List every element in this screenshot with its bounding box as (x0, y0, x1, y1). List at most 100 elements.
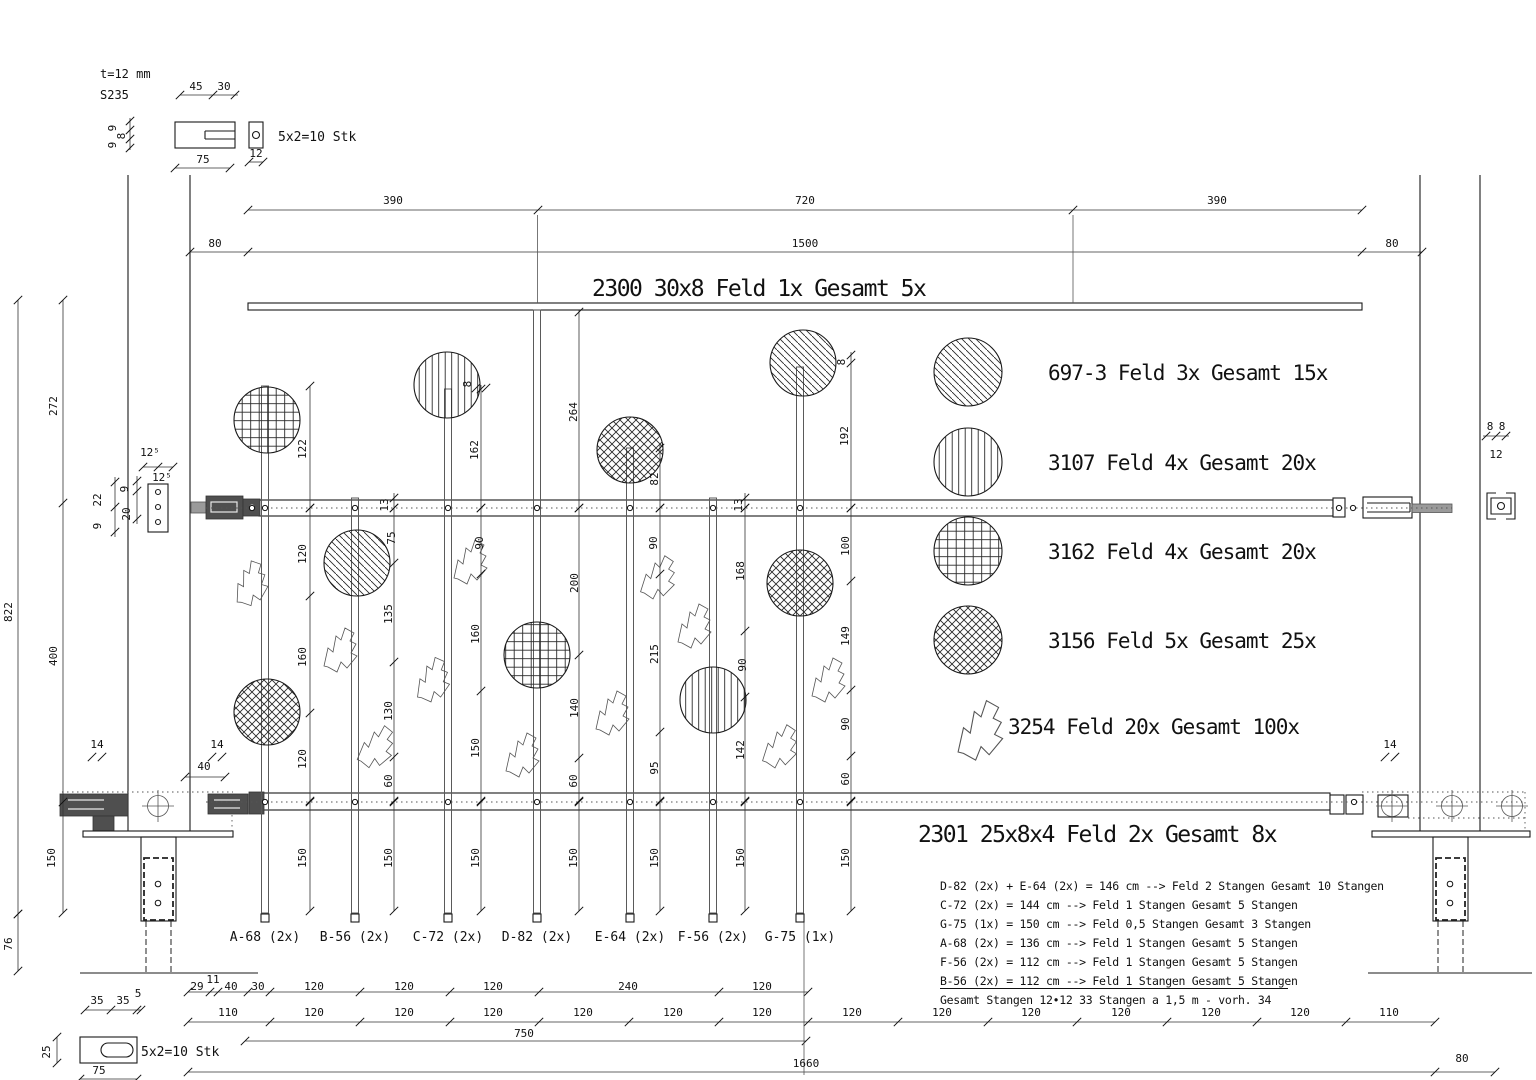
dim-label: 142 (734, 740, 747, 760)
dim-tick (476, 384, 486, 394)
bar-label: E-64 (2x) (595, 930, 665, 945)
dim-label: 1500 (792, 237, 819, 250)
dim-tick (445, 1017, 455, 1027)
dim-tick (1430, 1067, 1440, 1077)
dim-label: 11 (206, 973, 219, 986)
dim-label: 82 (648, 472, 661, 485)
profile-section-symbol (1486, 492, 1516, 520)
dim-tick (170, 163, 180, 173)
left-embedded-sleeve (140, 836, 177, 973)
right-base-plate (1371, 830, 1531, 838)
dim-tick (138, 462, 148, 472)
dim-label: 120 (752, 1006, 772, 1019)
dim-tick (1491, 431, 1501, 441)
dim-tick (132, 476, 142, 486)
legend-leaf-icon (957, 700, 1004, 761)
dim-tick (1501, 431, 1511, 441)
dim-tick (52, 1032, 62, 1042)
dim-tick (13, 909, 23, 919)
cut-list-line: C-72 (2x) = 144 cm --> Feld 1 Stangen Ge… (940, 898, 1298, 912)
dim-tick (655, 503, 665, 513)
dim-tick (893, 1017, 903, 1027)
rail-hole (351, 798, 359, 806)
anchor-crosshair (1435, 789, 1469, 823)
dim-tick (58, 498, 68, 508)
bar-section-square (708, 913, 718, 923)
dim-label: 80 (1385, 237, 1398, 250)
legend-entry: 3162 Feld 4x Gesamt 20x (1048, 540, 1316, 564)
dim-label: 8 (1499, 420, 1506, 433)
dim-tick (574, 796, 584, 806)
cut-list-line: D-82 (2x) + E-64 (2x) = 146 cm --> Feld … (940, 879, 1384, 893)
dim-label: 5 (135, 987, 142, 1000)
dim-tick (175, 90, 185, 100)
left-base-plate (82, 830, 234, 838)
dim-label: 9 (106, 142, 119, 149)
dim-label: 390 (1207, 194, 1227, 207)
dim-tick (240, 1036, 250, 1046)
dim-tick (846, 503, 856, 513)
dim-tick (740, 692, 750, 702)
dim-tick (258, 157, 268, 167)
dim-label: 13 (732, 498, 745, 511)
dim-tick (213, 987, 223, 997)
rail-hole (1335, 504, 1343, 512)
dim-label: 150 (469, 848, 482, 868)
cut-list: D-82 (2x) + E-64 (2x) = 146 cm --> Feld … (940, 879, 1384, 1007)
dim-label: 90 (473, 536, 486, 549)
rail-hole (248, 504, 256, 512)
ornament-circle-crosshatch (596, 416, 664, 484)
dim-tick (183, 987, 193, 997)
dim-label: 20 (120, 507, 133, 520)
dim-tick (132, 1005, 142, 1015)
dim-label: 60 (382, 774, 395, 787)
legend-circle-vertical (933, 427, 1003, 497)
top-left-plate-detail (174, 121, 264, 149)
dim-tick (110, 477, 120, 487)
dim-tick (983, 1017, 993, 1027)
dim-tick (58, 797, 68, 807)
ornament-circle-crosshatch (233, 678, 301, 746)
dim-tick (305, 906, 315, 916)
dim-tick (125, 134, 135, 144)
dim-tick (803, 1017, 813, 1027)
dim-label: 60 (567, 774, 580, 787)
dim-tick (655, 443, 665, 453)
dim-tick (355, 987, 365, 997)
dim-tick (78, 1074, 85, 1080)
cut-list-line: B-56 (2x) = 112 cm --> Feld 1 Stangen Ge… (940, 974, 1298, 988)
ornament-leaf (595, 690, 630, 736)
dim-tick (476, 503, 486, 513)
dim-tick (110, 502, 120, 512)
dim-tick (574, 503, 584, 513)
dim-label: 12⁵ (152, 471, 172, 484)
dim-tick (389, 906, 399, 916)
rail-hole (444, 798, 452, 806)
dim-label: 95 (648, 761, 661, 774)
dim-tick (58, 295, 68, 305)
picket-bar (626, 447, 634, 914)
dim-tick (1481, 431, 1491, 441)
left-post (127, 175, 191, 831)
left-post-bracket (59, 793, 129, 836)
dim-tick (1380, 752, 1390, 762)
dim-tick (476, 906, 486, 916)
dim-tick (125, 125, 135, 135)
ornament-leaf (230, 558, 272, 609)
rail-hole (796, 798, 804, 806)
dim-label: 40 (224, 980, 237, 993)
dim-tick (265, 987, 275, 997)
dim-tick (243, 247, 253, 257)
dim-label: 120 (304, 1006, 324, 1019)
dim-label: 400 (47, 646, 60, 666)
dim-label: 12 (249, 147, 262, 160)
rail-hole (796, 504, 804, 512)
dim-tick (714, 987, 724, 997)
cut-list-line: Gesamt Stangen 12•12 33 Stangen a 1,5 m … (940, 993, 1272, 1007)
rail-hole (261, 798, 269, 806)
dim-label: 120 (483, 980, 503, 993)
dim-tick (106, 1005, 116, 1015)
rail-hole (1349, 504, 1357, 512)
dim-tick (87, 752, 97, 762)
